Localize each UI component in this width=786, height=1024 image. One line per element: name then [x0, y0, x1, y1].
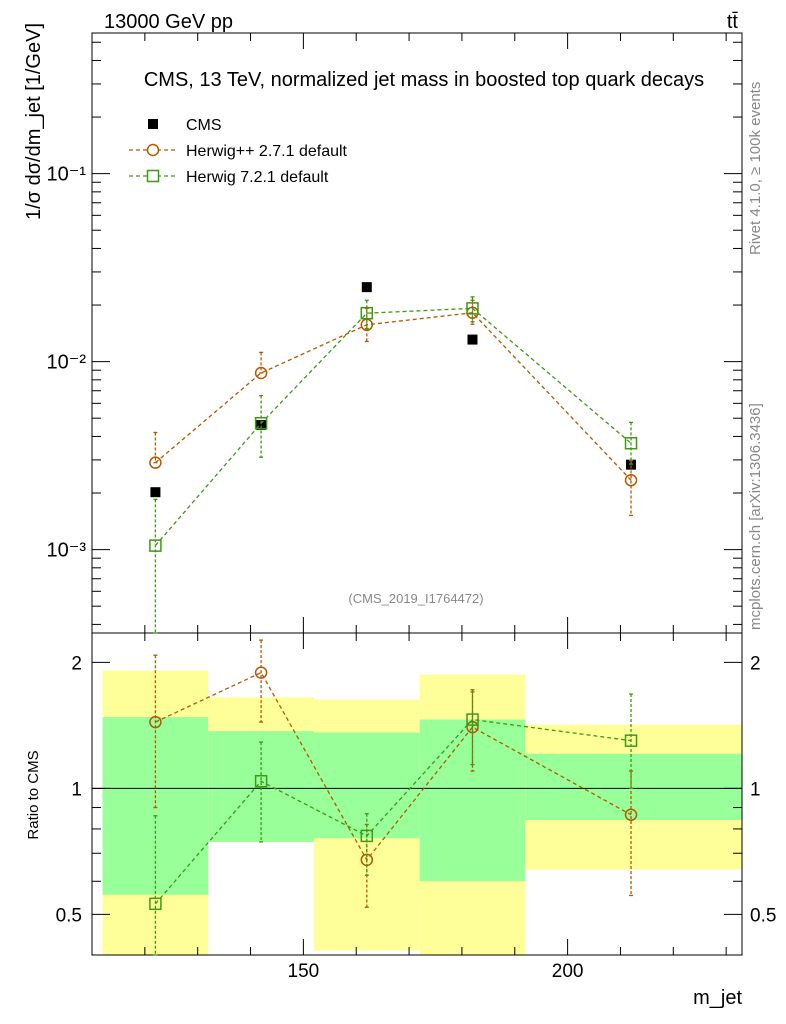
source-label: mcplots.cern.ch [arXiv:1306.3436] [747, 403, 764, 630]
plot-frames [91, 32, 743, 956]
main-point-herwig7-2 [360, 306, 374, 320]
main-point-herwig7-4 [624, 436, 638, 450]
main-point-herwigpp-4 [624, 473, 638, 487]
band-green-2 [313, 732, 420, 839]
ratio-point-herwig7-3 [466, 713, 479, 726]
legend-marker-herwig7 [146, 169, 160, 183]
rivet-label: Rivet 4.1.0, ≥ 100k events [747, 82, 764, 255]
legend: CMS Herwig++ 2.7.1 default Herwig 7.2.1 de… [129, 117, 348, 186]
ratio-y-tick-label-right-2: 2 [750, 653, 761, 674]
main-point-herwigpp-0 [149, 456, 162, 469]
ratio-y-axis-label: Ratio to CMS [25, 750, 42, 839]
ratio-point-herwigpp-0 [149, 715, 162, 729]
main-point-herwig7-0 [149, 539, 162, 552]
data-marks [149, 282, 638, 956]
main-point-cms-1 [256, 420, 267, 431]
legend-marker-cms [148, 119, 158, 129]
ratio-plot-frame [91, 632, 743, 956]
legend-label-0: CMS [186, 117, 222, 134]
process-label: tt̄ [727, 11, 739, 33]
ratio-point-herwigpp-1 [254, 666, 268, 679]
energy-label: 13000 GeV pp [104, 11, 233, 33]
legend-label-2: Herwig 7.2.1 default [186, 169, 329, 186]
main-line-herwig7 [154, 307, 632, 547]
ratio-point-herwig7-0 [149, 897, 162, 911]
legend-label-1: Herwig++ 2.7.1 default [186, 143, 348, 160]
legend-marker-herwigpp [146, 143, 160, 157]
axis-ticks: 150 200 10⁻³ 10⁻² 10⁻¹ 0.5 0.5 1 1 2 2 [47, 33, 776, 982]
x-tick-label-150: 150 [288, 961, 320, 982]
ratio-y-tick-label-left-2: 2 [71, 653, 82, 674]
ratio-uncertainty-bands [102, 670, 742, 955]
analysis-id: (CMS_2019_I1764472) [348, 591, 483, 606]
ratio-y-tick-label-right-1: 1 [750, 779, 761, 800]
ratio-y-tick-label-right-0: 0.5 [750, 905, 776, 926]
main-point-cms-0 [150, 487, 161, 498]
main-point-herwig7-1 [254, 417, 268, 430]
main-y-tick-label-2: 10⁻¹ [47, 164, 87, 186]
plot-title: CMS, 13 TeV, normalized jet mass in boos… [144, 69, 704, 91]
ratio-point-herwig7-2 [360, 829, 374, 843]
x-tick-label-200: 200 [552, 961, 584, 982]
main-point-cms-3 [467, 334, 478, 345]
ratio-point-herwig7-1 [254, 774, 268, 788]
main-y-tick-label-1: 10⁻² [47, 352, 87, 374]
ratio-point-herwig7-4 [624, 734, 638, 747]
main-point-herwig7-3 [466, 302, 479, 315]
main-y-tick-label-0: 10⁻³ [47, 540, 87, 562]
main-y-axis-label: 1/σ dσ/dm_jet [1/GeV] [23, 23, 45, 220]
ratio-point-herwigpp-4 [624, 808, 638, 821]
main-line-herwigpp [154, 312, 632, 481]
x-axis-label: m_jet [693, 987, 742, 1009]
main-point-herwigpp-1 [254, 366, 268, 380]
ratio-y-tick-label-left-1: 1 [71, 779, 82, 800]
band-green-4 [525, 753, 742, 821]
ratio-y-tick-label-left-0: 0.5 [56, 905, 82, 926]
main-point-cms-2 [361, 282, 372, 293]
